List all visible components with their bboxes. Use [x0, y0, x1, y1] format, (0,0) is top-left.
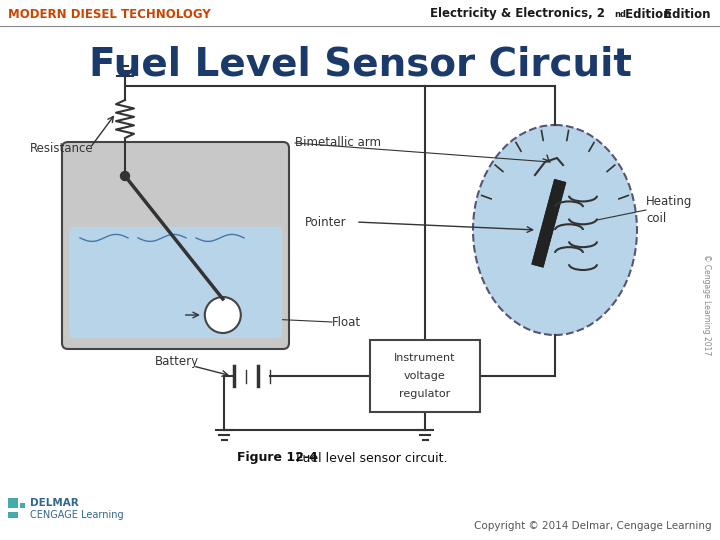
Text: Heating
coil: Heating coil: [646, 195, 693, 225]
Text: Bimetallic arm: Bimetallic arm: [295, 137, 381, 150]
Text: Instrument: Instrument: [395, 353, 456, 363]
Text: Edition: Edition: [660, 8, 710, 21]
Ellipse shape: [473, 125, 637, 335]
FancyBboxPatch shape: [62, 142, 289, 349]
Text: MODERN DIESEL TECHNOLOGY: MODERN DIESEL TECHNOLOGY: [8, 8, 211, 21]
Text: Fuel level sensor circuit.: Fuel level sensor circuit.: [292, 451, 448, 464]
Text: voltage: voltage: [404, 371, 446, 381]
Circle shape: [120, 172, 130, 180]
Text: Battery: Battery: [155, 355, 199, 368]
Bar: [8, 512, 18, 518]
Text: Float: Float: [332, 315, 361, 328]
Bar: [8, 498, 18, 508]
Text: Resistance: Resistance: [30, 141, 94, 154]
Text: Pointer: Pointer: [305, 215, 346, 228]
Text: regulator: regulator: [400, 389, 451, 399]
Text: © Cengage Learning 2017: © Cengage Learning 2017: [701, 254, 711, 356]
Bar: [531, 179, 566, 267]
Text: Fuel Level Sensor Circuit: Fuel Level Sensor Circuit: [89, 46, 631, 84]
Text: nd: nd: [614, 10, 626, 19]
Text: Figure 12-4: Figure 12-4: [237, 451, 318, 464]
FancyBboxPatch shape: [69, 227, 282, 338]
Text: Edition: Edition: [621, 8, 672, 21]
FancyBboxPatch shape: [370, 340, 480, 412]
Circle shape: [204, 297, 240, 333]
Text: Copyright © 2014 Delmar, Cengage Learning: Copyright © 2014 Delmar, Cengage Learnin…: [474, 521, 712, 531]
Bar: [20, 503, 25, 508]
Text: CENGAGE Learning: CENGAGE Learning: [30, 510, 124, 520]
Text: DELMAR: DELMAR: [30, 498, 78, 508]
Text: Electricity & Electronics, 2: Electricity & Electronics, 2: [430, 8, 605, 21]
